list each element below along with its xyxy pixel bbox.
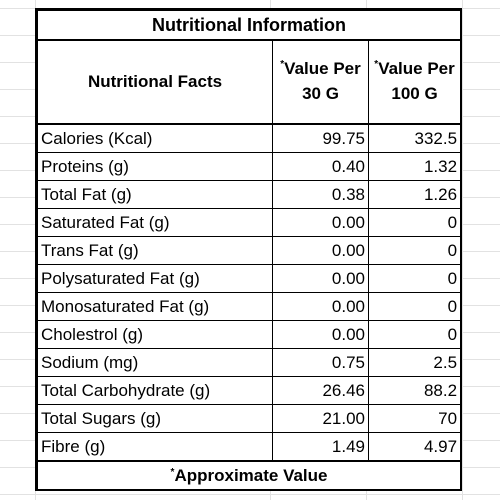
approx-marker: * bbox=[280, 59, 285, 71]
approx-marker: * bbox=[170, 466, 175, 478]
footer-note-text: Approximate Value bbox=[174, 465, 328, 485]
header-value-per-30g-label: Value Per 30 G bbox=[284, 59, 361, 103]
title-row: Nutritional Information bbox=[36, 10, 462, 41]
value-per-30g-cell[interactable]: 99.75 bbox=[272, 123, 369, 153]
footer-row: *Approximate Value bbox=[36, 460, 462, 490]
value-per-30g-cell[interactable]: 0.00 bbox=[272, 208, 369, 237]
nutrient-label-cell[interactable]: Proteins (g) bbox=[37, 152, 273, 181]
value-per-30g-cell[interactable]: 21.00 bbox=[272, 404, 369, 433]
value-per-100g-cell[interactable]: 0 bbox=[367, 320, 462, 349]
table-row: Cholestrol (g) 0.00 0 bbox=[37, 320, 462, 349]
value-per-30g-cell[interactable]: 0.00 bbox=[272, 264, 369, 293]
table-row: Proteins (g) 0.40 1.32 bbox=[37, 152, 462, 181]
nutrient-label-cell[interactable]: Total Sugars (g) bbox=[37, 404, 273, 433]
value-per-100g-cell[interactable]: 1.32 bbox=[367, 152, 462, 181]
value-per-30g-cell[interactable]: 1.49 bbox=[272, 432, 369, 462]
value-per-30g-cell[interactable]: 0.40 bbox=[272, 152, 369, 181]
nutrient-label-cell[interactable]: Saturated Fat (g) bbox=[37, 208, 273, 237]
nutrition-table: Nutritional Information Nutritional Fact… bbox=[36, 10, 462, 490]
value-per-30g-cell[interactable]: 26.46 bbox=[272, 376, 369, 405]
nutrition-rows: Calories (Kcal) 99.75 332.5 Proteins (g) 0.4… bbox=[37, 123, 462, 462]
value-per-100g-cell[interactable]: 2.5 bbox=[367, 348, 462, 377]
header-value-per-30g[interactable]: *Value Per 30 G bbox=[272, 39, 369, 125]
table-row: Trans Fat (g) 0.00 0 bbox=[37, 236, 462, 265]
table-row: Total Carbohydrate (g) 26.46 88.2 bbox=[37, 376, 462, 405]
header-value-per-100g-label: Value Per 100 G bbox=[378, 59, 455, 103]
table-row: Sodium (mg) 0.75 2.5 bbox=[37, 348, 462, 377]
value-per-100g-cell[interactable]: 0 bbox=[367, 236, 462, 265]
value-per-100g-cell[interactable]: 0 bbox=[367, 208, 462, 237]
nutrient-label-cell[interactable]: Trans Fat (g) bbox=[37, 236, 273, 265]
value-per-100g-cell[interactable]: 0 bbox=[367, 264, 462, 293]
table-row: Monosaturated Fat (g) 0.00 0 bbox=[37, 292, 462, 321]
nutrient-label-cell[interactable]: Polysaturated Fat (g) bbox=[37, 264, 273, 293]
value-per-100g-cell[interactable]: 4.97 bbox=[367, 432, 462, 462]
nutrient-label-cell[interactable]: Sodium (mg) bbox=[37, 348, 273, 377]
table-row: Polysaturated Fat (g) 0.00 0 bbox=[37, 264, 462, 293]
nutrient-label-cell[interactable]: Monosaturated Fat (g) bbox=[37, 292, 273, 321]
value-per-100g-cell[interactable]: 70 bbox=[367, 404, 462, 433]
value-per-30g-cell[interactable]: 0.75 bbox=[272, 348, 369, 377]
nutrition-table-container: Nutritional Information Nutritional Fact… bbox=[35, 8, 462, 491]
table-row: Saturated Fat (g) 0.00 0 bbox=[37, 208, 462, 237]
header-value-per-100g[interactable]: *Value Per 100 G bbox=[367, 39, 462, 125]
nutrient-label-cell[interactable]: Fibre (g) bbox=[37, 432, 273, 462]
value-per-30g-cell[interactable]: 0.00 bbox=[272, 292, 369, 321]
value-per-100g-cell[interactable]: 332.5 bbox=[367, 123, 462, 153]
table-row: Total Sugars (g) 21.00 70 bbox=[37, 404, 462, 433]
approx-marker: * bbox=[374, 59, 379, 71]
value-per-100g-cell[interactable]: 88.2 bbox=[367, 376, 462, 405]
table-row: Total Fat (g) 0.38 1.26 bbox=[37, 180, 462, 209]
value-per-30g-cell[interactable]: 0.00 bbox=[272, 236, 369, 265]
value-per-100g-cell[interactable]: 0 bbox=[367, 292, 462, 321]
value-per-100g-cell[interactable]: 1.26 bbox=[367, 180, 462, 209]
nutrient-label-cell[interactable]: Calories (Kcal) bbox=[37, 123, 273, 153]
header-nutritional-facts[interactable]: Nutritional Facts bbox=[37, 39, 273, 125]
table-row: Calories (Kcal) 99.75 332.5 bbox=[37, 123, 462, 153]
header-row: Nutritional Facts *Value Per 30 G *Value… bbox=[37, 39, 462, 125]
table-row: Fibre (g) 1.49 4.97 bbox=[37, 432, 462, 462]
nutrient-label-cell[interactable]: Total Carbohydrate (g) bbox=[37, 376, 273, 405]
nutrient-label-cell[interactable]: Total Fat (g) bbox=[37, 180, 273, 209]
table-title[interactable]: Nutritional Information bbox=[36, 10, 462, 41]
footer-note[interactable]: *Approximate Value bbox=[36, 460, 462, 490]
nutrient-label-cell[interactable]: Cholestrol (g) bbox=[37, 320, 273, 349]
value-per-30g-cell[interactable]: 0.38 bbox=[272, 180, 369, 209]
value-per-30g-cell[interactable]: 0.00 bbox=[272, 320, 369, 349]
